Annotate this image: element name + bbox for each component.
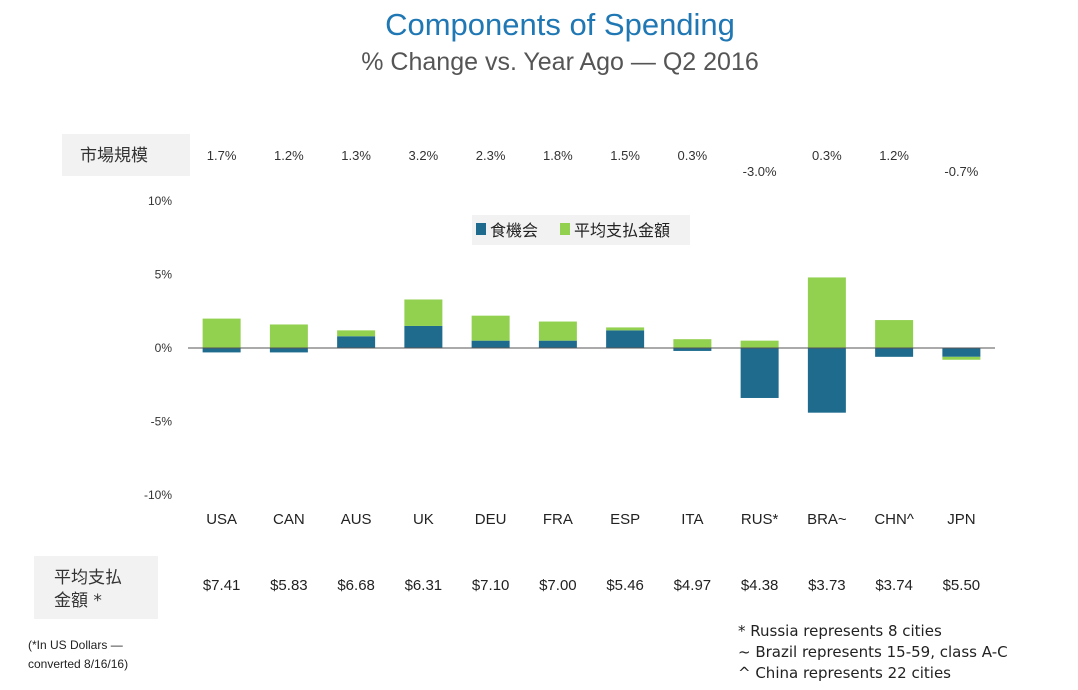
bar-series-1-chn [875, 320, 914, 348]
footnote-china: ^ China represents 22 cities [738, 664, 951, 682]
bar-series-1-esp [606, 327, 645, 331]
x-category-label: USA [206, 511, 237, 528]
price-row-label-box [34, 556, 158, 619]
y-axis-ticks: 10% 5% 0% -5% -10% [144, 194, 172, 502]
category-labels: USA CAN AUS UK DEU FRA ESP ITA RUS* BRA~ CHN^ JPN [206, 511, 975, 528]
market-size-value: 1.7% [207, 148, 237, 163]
legend-swatch-series-1 [560, 223, 570, 235]
chart-subtitle: % Change vs. Year Ago — Q2 2016 [361, 48, 759, 76]
bar-series-1-ita [673, 339, 712, 348]
bar-series-1-fra [538, 321, 577, 341]
bar-series-0-ita [673, 348, 712, 351]
bar-series-0-esp [606, 330, 645, 348]
bar-series-0-can [269, 348, 308, 353]
legend: 食機会 平均支払金額 [472, 215, 690, 245]
y-tick-label: -5% [151, 415, 173, 429]
market-row-values: 1.7% 1.2% 1.3% 3.2% 2.3% 1.8% 1.5% 0.3% -3.0% 0.3… [207, 148, 979, 179]
bars [202, 277, 981, 413]
bar-series-0-chn [875, 348, 914, 357]
market-row-label: 市場規模 [80, 146, 148, 166]
y-tick-label: 10% [148, 194, 172, 208]
market-size-value: 0.3% [678, 148, 708, 163]
market-row-label-box [62, 134, 190, 176]
bar-series-0-deu [471, 340, 510, 348]
legend-swatch-series-0 [476, 223, 486, 235]
x-category-label: BRA~ [807, 511, 847, 528]
x-category-label: ITA [681, 511, 703, 528]
bar-series-1-uk [404, 299, 443, 326]
bar-series-1-deu [471, 315, 510, 341]
avg-price-value: $4.97 [674, 577, 712, 594]
bar-series-0-bra [807, 348, 846, 413]
x-category-label: RUS* [741, 511, 779, 528]
x-category-label: FRA [543, 511, 573, 528]
legend-label-series-1: 平均支払金額 [574, 221, 670, 240]
footnote-russia: * Russia represents 8 cities [738, 622, 942, 640]
market-size-value: 1.3% [341, 148, 371, 163]
bar-series-1-can [269, 324, 308, 348]
market-size-value: 1.8% [543, 148, 573, 163]
avg-price-value: $4.38 [741, 577, 779, 594]
chart-title: Components of Spending [385, 7, 735, 42]
avg-price-value: $5.50 [943, 577, 981, 594]
bar-series-1-rus [740, 340, 779, 348]
legend-label-series-0: 食機会 [490, 221, 538, 240]
legend-box-series-1 [556, 215, 690, 245]
price-row-values: $7.41 $5.83 $6.68 $6.31 $7.10 $7.00 $5.46 $4.97… [203, 577, 980, 594]
avg-price-value: $7.00 [539, 577, 577, 594]
avg-price-value: $6.68 [337, 577, 375, 594]
x-category-label: DEU [475, 511, 507, 528]
y-tick-label: 5% [155, 268, 173, 282]
x-category-label: JPN [947, 511, 975, 528]
market-size-value: 2.3% [476, 148, 506, 163]
bar-series-1-aus [337, 330, 376, 337]
x-category-label: CHN^ [874, 511, 914, 528]
bar-series-0-uk [404, 325, 443, 348]
avg-price-value: $7.10 [472, 577, 510, 594]
x-category-label: AUS [341, 511, 372, 528]
bar-series-1-jpn [942, 356, 981, 360]
footnote-brazil: ~ Brazil represents 15-59, class A-C [738, 643, 1008, 661]
currency-note-line2: converted 8/16/16) [28, 657, 128, 671]
avg-price-value: $3.74 [875, 577, 913, 594]
x-category-label: ESP [610, 511, 640, 528]
legend-box-series-0 [472, 215, 562, 245]
x-category-label: UK [413, 511, 434, 528]
x-category-label: CAN [273, 511, 305, 528]
price-row-label-line1: 平均支払 [54, 568, 122, 588]
market-size-value: 3.2% [409, 148, 439, 163]
bar-series-0-jpn [942, 348, 981, 357]
y-tick-label: -10% [144, 488, 172, 502]
bar-series-1-usa [202, 318, 241, 348]
avg-price-value: $5.46 [606, 577, 644, 594]
market-size-value: 0.3% [812, 148, 842, 163]
market-size-value: 1.5% [610, 148, 640, 163]
market-size-value: -0.7% [944, 164, 978, 179]
bar-series-0-aus [337, 336, 376, 348]
bar-series-1-bra [807, 277, 846, 348]
avg-price-value: $5.83 [270, 577, 308, 594]
y-tick-label: 0% [155, 341, 173, 355]
bar-series-0-rus [740, 348, 779, 398]
market-size-value: 1.2% [274, 148, 304, 163]
market-size-value: -3.0% [743, 164, 777, 179]
bar-series-0-fra [538, 340, 577, 348]
avg-price-value: $3.73 [808, 577, 846, 594]
avg-price-value: $7.41 [203, 577, 241, 594]
currency-note-line1: (*In US Dollars — [28, 638, 123, 652]
avg-price-value: $6.31 [405, 577, 443, 594]
bar-series-0-usa [202, 348, 241, 353]
price-row-label-line2: 金額 * [54, 591, 102, 611]
market-size-value: 1.2% [879, 148, 909, 163]
